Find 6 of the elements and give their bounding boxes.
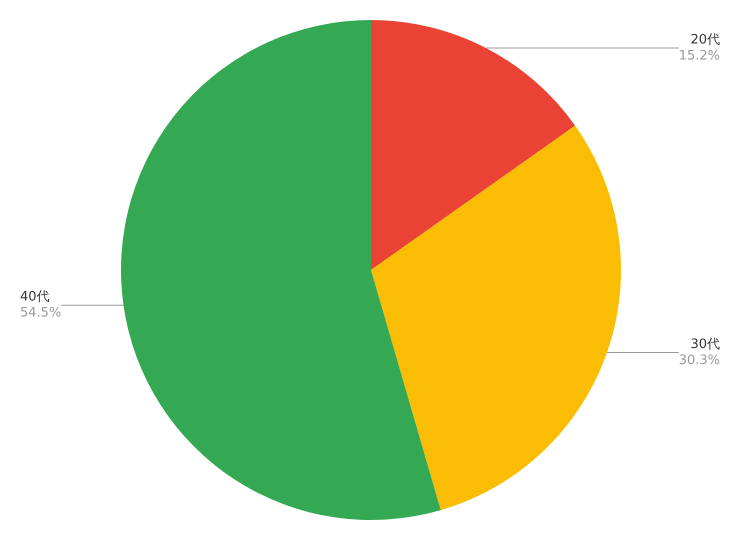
data-label: 15.2%	[678, 48, 720, 64]
slice-label: 20代	[690, 32, 720, 48]
data-label: 54.5%	[20, 306, 62, 321]
slice-label: 30代	[690, 336, 720, 352]
data-label: 30.3%	[678, 352, 720, 368]
slice-label: 40代	[20, 290, 50, 305]
